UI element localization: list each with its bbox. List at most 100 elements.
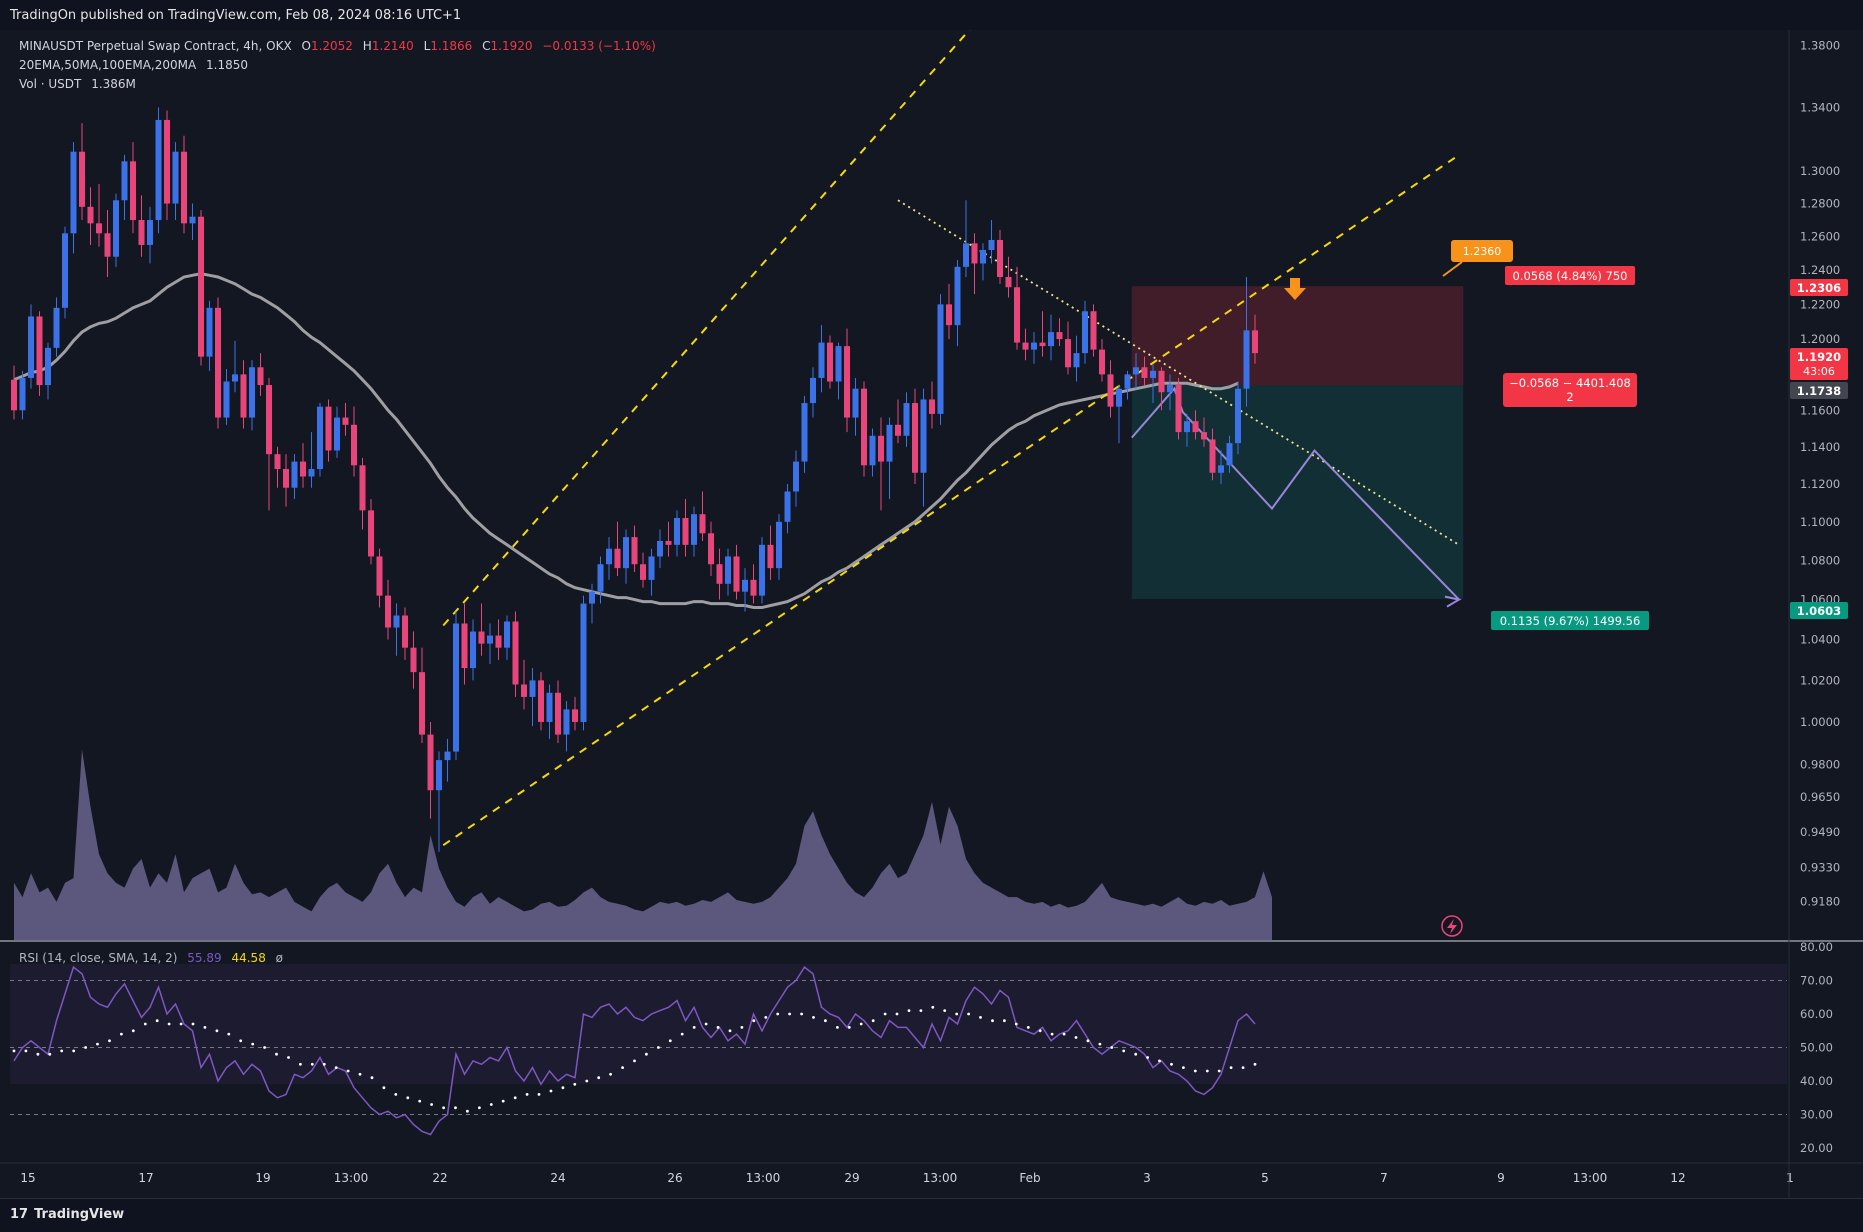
candle-82 bbox=[708, 521, 714, 576]
rsi-sma-dot-83 bbox=[1003, 1019, 1006, 1023]
candle-38 bbox=[334, 406, 340, 458]
candle-20 bbox=[181, 135, 187, 234]
rsi-sma-dot-62 bbox=[752, 1019, 756, 1023]
candle-93 bbox=[801, 395, 808, 473]
rsi-sma-dot-60 bbox=[728, 1029, 732, 1033]
candle-122 bbox=[1048, 314, 1054, 361]
rsi-sma-dot-30 bbox=[370, 1076, 374, 1080]
rsi-legend-label: RSI (14, close, SMA, 14, 2) bbox=[19, 951, 177, 965]
rsi-sma-dot-94 bbox=[1134, 1052, 1138, 1056]
legend-vol: Vol · USDT 1.386M bbox=[19, 77, 136, 91]
rsi-axis[interactable]: 80.00 70.00 60.00 50.00 40.00 30.00 20.00 bbox=[10, 940, 1833, 1155]
down-arrow-icon[interactable] bbox=[1284, 278, 1306, 300]
rsi-sma-dot-27 bbox=[334, 1066, 338, 1069]
rsi-sma-dot-5 bbox=[72, 1049, 76, 1053]
candle-65 bbox=[563, 701, 570, 752]
candle-55 bbox=[478, 603, 485, 656]
rsi-sma-dot-50 bbox=[609, 1072, 612, 1076]
rsi-sma-dot-64 bbox=[776, 1012, 780, 1016]
rsi-sma-dot-36 bbox=[442, 1106, 445, 1110]
rsi-sma-dot-9 bbox=[120, 1032, 123, 1036]
candle-138 bbox=[1184, 413, 1190, 447]
rsi-sma-dot-96 bbox=[1158, 1059, 1161, 1063]
price-tick-22: 0.9180 bbox=[1800, 895, 1840, 909]
rsi-sma-dot-3 bbox=[48, 1052, 52, 1056]
rsi-sma-dot-46 bbox=[561, 1086, 565, 1090]
rsi-sma-dot-25 bbox=[310, 1062, 314, 1066]
candle-30 bbox=[266, 377, 272, 511]
rsi-sma-dot-39 bbox=[478, 1106, 481, 1110]
candle-6 bbox=[62, 226, 68, 319]
legend-close-label: C bbox=[482, 39, 490, 53]
candle-36 bbox=[317, 403, 323, 477]
candle-126 bbox=[1082, 300, 1088, 364]
channel-upper-line[interactable] bbox=[442, 30, 1008, 627]
candle-41 bbox=[359, 457, 366, 530]
candle-45 bbox=[393, 603, 400, 656]
candle-66 bbox=[572, 696, 578, 731]
chart-canvas[interactable]: 1.3800 1.3400 1.3000 1.2800 1.2600 1.2400 1.22… bbox=[0, 30, 1863, 1198]
legend-low-label: L bbox=[424, 39, 431, 53]
peak-callout[interactable]: 1.2360 bbox=[1442, 240, 1513, 277]
rsi-sma-dot-22 bbox=[275, 1052, 278, 1056]
candle-90 bbox=[776, 514, 782, 580]
rsi-sma-dot-89 bbox=[1074, 1036, 1078, 1039]
candle-50 bbox=[436, 751, 442, 852]
rsi-legend: RSI (14, close, SMA, 14, 2) 55.89 44.58 … bbox=[19, 951, 283, 965]
candle-129 bbox=[1107, 360, 1114, 418]
rsi-sma-dot-82 bbox=[991, 1019, 994, 1023]
stop-zone[interactable] bbox=[1131, 286, 1464, 386]
lightning-icon[interactable] bbox=[1441, 915, 1463, 937]
price-axis[interactable]: 1.3800 1.3400 1.3000 1.2800 1.2600 1.2400 1.22… bbox=[1800, 39, 1840, 909]
candle-16 bbox=[147, 206, 153, 264]
time-tick-16: 12 bbox=[1670, 1171, 1685, 1185]
volume-area bbox=[14, 749, 1272, 940]
rsi-sma-dot-57 bbox=[692, 1026, 696, 1029]
time-tick-1: 17 bbox=[138, 1171, 153, 1185]
price-tick-2: 1.3000 bbox=[1800, 164, 1840, 178]
candle-141 bbox=[1209, 428, 1216, 481]
rsi-sma-dot-32 bbox=[394, 1093, 398, 1096]
reward-label[interactable]: 0.1135 (9.67%) 1499.56 bbox=[1491, 611, 1649, 630]
rsi-sma-dot-7 bbox=[96, 1042, 99, 1046]
candle-133 bbox=[1141, 356, 1148, 386]
rsi-sma-dot-74 bbox=[895, 1012, 899, 1016]
rsi-sma-dot-101 bbox=[1217, 1069, 1221, 1073]
midline-label-text: −0.0568 − 4401.408 bbox=[1509, 376, 1631, 390]
candle-73 bbox=[631, 525, 638, 573]
channel-lower-line[interactable] bbox=[442, 154, 1460, 847]
rsi-sma-dot-41 bbox=[501, 1099, 505, 1103]
candle-83 bbox=[716, 548, 723, 600]
rsi-sma-dot-55 bbox=[668, 1039, 672, 1043]
projection-arrowhead bbox=[1444, 595, 1462, 608]
candle-39 bbox=[342, 403, 349, 436]
rsi-legend-sma: 44.58 bbox=[231, 951, 265, 965]
candle-32 bbox=[283, 454, 289, 507]
candle-80 bbox=[691, 506, 697, 557]
rsi-sma-dot-72 bbox=[871, 1019, 875, 1023]
candle-57 bbox=[495, 619, 502, 660]
candle-37 bbox=[325, 399, 332, 462]
price-tick-16: 1.0200 bbox=[1800, 673, 1840, 687]
midline-label[interactable]: −0.0568 − 4401.408 2 bbox=[1503, 373, 1637, 407]
rsi-sma-dot-33 bbox=[406, 1096, 410, 1100]
rsi-sma-dot-4 bbox=[60, 1049, 64, 1053]
rsi-sma-dot-28 bbox=[346, 1069, 350, 1073]
candle-99 bbox=[852, 377, 859, 436]
candle-111 bbox=[954, 260, 961, 347]
tradingview-logo[interactable]: 17 TradingView bbox=[10, 1207, 124, 1222]
risk-label[interactable]: 0.0568 (4.84%) 750 bbox=[1505, 266, 1635, 285]
peak-callout-text: 1.2360 bbox=[1463, 245, 1502, 258]
candle-69 bbox=[597, 556, 604, 604]
rsi-band bbox=[10, 964, 1787, 1084]
candle-17 bbox=[155, 107, 162, 234]
rsi-sma-dot-65 bbox=[788, 1012, 791, 1016]
rsi-sma-dot-91 bbox=[1098, 1042, 1102, 1046]
rsi-sma-dot-48 bbox=[585, 1079, 589, 1083]
time-axis[interactable]: 15 17 19 13:00 22 24 26 13:00 29 13:00 Feb 3 5 7 9 13:0… bbox=[20, 1171, 1793, 1185]
candle-77 bbox=[665, 521, 672, 557]
rsi-sma-dot-68 bbox=[824, 1019, 827, 1023]
moving-average-line bbox=[13, 272, 1239, 609]
legend-open-label: O bbox=[302, 39, 311, 53]
rsi-sma-dot-76 bbox=[919, 1009, 923, 1012]
